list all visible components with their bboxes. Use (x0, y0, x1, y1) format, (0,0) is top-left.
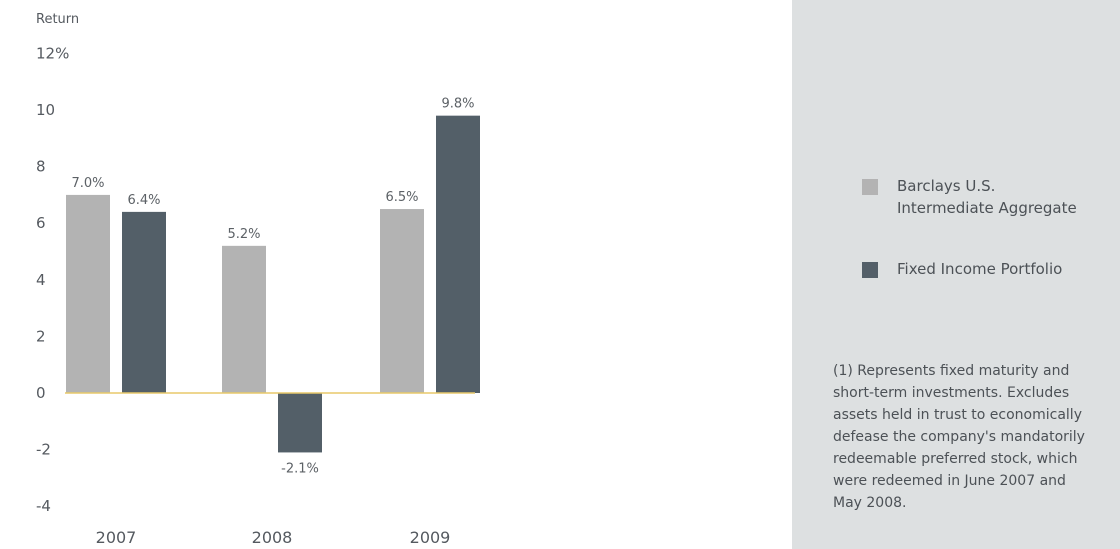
x-axis-labels: 2007 2008 2009 (96, 528, 451, 547)
y-tick-label: 6 (36, 214, 46, 232)
bar-value-labels: 7.0% 5.2% 6.5% 6.4% -2.1% 9.8% (71, 97, 474, 477)
y-tick-label: 4 (36, 271, 46, 289)
x-tick-label: 2008 (252, 528, 293, 547)
y-axis-label: Return (36, 12, 79, 27)
side-panel (792, 0, 1120, 549)
data-label: 6.5% (385, 190, 418, 205)
bar (278, 393, 322, 453)
bar (380, 209, 424, 393)
data-label: -2.1% (281, 461, 319, 476)
bar (436, 115, 480, 393)
data-label: 7.0% (71, 176, 104, 191)
data-label: 9.8% (441, 97, 474, 112)
legend-label-fixed-income: Fixed Income Portfolio (897, 260, 1063, 278)
legend-swatch-barclays (862, 179, 878, 195)
footnote: (1) Represents fixed maturity and short-… (833, 363, 1085, 511)
bar (122, 211, 166, 393)
y-tick-label: 12% (36, 44, 69, 62)
bar (222, 245, 266, 393)
y-tick-label: -2 (36, 441, 51, 459)
y-tick-label: 0 (36, 384, 46, 402)
data-label: 5.2% (227, 227, 260, 242)
y-axis-ticks: 12% 10 8 6 4 2 0 -2 -4 (36, 44, 69, 515)
bar-chart: Return 12% 10 8 6 4 2 0 -2 -4 7.0% 5.2% 6.5% 6.4% -2… (36, 12, 480, 547)
y-tick-label: 8 (36, 158, 46, 176)
x-tick-label: 2009 (410, 528, 451, 547)
y-tick-label: 10 (36, 101, 55, 119)
data-label: 6.4% (127, 193, 160, 208)
legend-label-barclays: Barclays U.S. Intermediate Aggregate (897, 177, 1077, 217)
legend-item-barclays: Barclays U.S. Intermediate Aggregate (862, 175, 1117, 219)
legend-swatch-fixed-income (862, 262, 878, 278)
bars (66, 115, 480, 453)
y-tick-label: 2 (36, 327, 46, 345)
legend-item-fixed-income: Fixed Income Portfolio (862, 258, 1117, 280)
bar (66, 194, 110, 393)
y-tick-label: -4 (36, 497, 51, 515)
x-tick-label: 2007 (96, 528, 137, 547)
